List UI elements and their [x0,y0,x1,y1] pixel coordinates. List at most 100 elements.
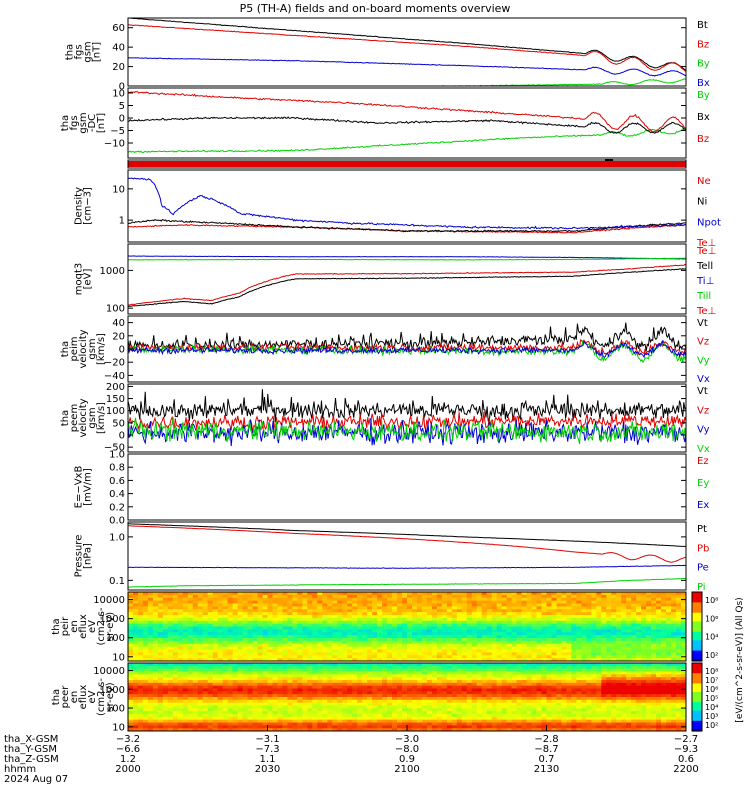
y-tick-label: 0.6 [109,476,125,487]
y-axis-label: [eV] [83,269,94,290]
panel-frame [127,17,687,87]
y-axis-label: peer [60,685,71,709]
series-Bz [128,24,686,72]
series-Bz [128,91,686,133]
x-tick-label: −3.2 [116,734,140,745]
y-tick-label: 10 [112,89,125,100]
colorbar-tick-label: 10² [705,721,718,730]
panel-temperature: 1000 100 moqt3[eV] Te⊥ Tell Ti⊥ Till Te⊥ [74,243,716,317]
y-axis-label: velocity [78,398,89,437]
legend-Till: Till [696,291,711,302]
y-tick-label: 10 [112,184,125,195]
spectrogram-image [128,663,686,731]
legend-Npot: Npot [697,217,721,228]
y-tick-label: 0 [119,431,125,442]
y-axis-label: [mV/m] [83,468,94,506]
y-axis-label: tha [65,44,76,60]
series-Te⊥ [128,263,686,306]
legend-Vy: Vy [697,355,710,366]
y-axis-label: peim [69,336,80,361]
y-tick-label: 0 [119,114,125,125]
legend-Vx: Vx [697,444,710,455]
spectrogram-image [128,592,686,661]
x-tick-label: 2200 [673,764,698,775]
y-axis-label: eflux [78,614,89,639]
y-tick-label: 150 [106,394,125,405]
legend-Bz: Bz [697,134,709,145]
y-axis-label: E=−VxB [74,466,85,509]
y-axis-label: gsm [87,407,98,428]
series-By [320,78,686,86]
legend-Ne: Ne [697,176,711,187]
y-tick-label: −40 [104,371,125,382]
y-tick-label: 200 [106,382,125,393]
y-axis-label: peir [60,616,71,636]
mode-bar [128,161,686,167]
y-tick-label: 0.2 [109,502,125,513]
y-axis-label: gsm [87,338,98,359]
y-tick-label: 1.0 [109,450,125,461]
y-tick-label: 60 [112,23,125,34]
panel-density: 10 1 Density[cm−3] Ne Ni Npot Te⊥ [74,169,721,249]
legend-Pe: Pe [697,563,709,574]
legend-Bt: Bt [697,20,708,31]
legend-Tell: Tell [696,261,713,272]
legend-Te⊥: Te⊥ [696,246,716,257]
y-tick-label: 40 [112,318,125,329]
x-tick-label: 2130 [534,764,559,775]
legend-Ey: Ey [697,478,709,489]
legend-Ni: Ni [697,197,707,208]
legend-Vt: Vt [697,318,708,329]
panel-frame [127,169,687,243]
y-tick-label: 100 [106,633,125,644]
y-tick-label: −5 [110,126,125,137]
series-Tell [128,268,686,307]
series-Pb [128,525,686,563]
legend-Vt: Vt [697,386,708,397]
y-tick-label: 1 [119,216,125,227]
series-Npot [128,177,686,230]
legend-Vx: Vx [697,374,710,385]
colorbar-tick-label: 10⁸ [705,596,718,605]
y-axis-label: fgs [74,44,85,59]
panel-peir_en_eflux: 10000 1000 100 10 thapeirenefluxeV(cm2-s-sr-… [51,591,687,663]
x-tick-label: 1.1 [260,754,276,765]
legend-Pt: Pt [697,524,707,535]
colorbar-tick-label: 10⁷ [705,676,718,685]
x-row-label: tha_Y-GSM [4,744,57,755]
x-tick-label: −3.1 [255,734,279,745]
colorbar-tick-label: 10² [705,651,718,660]
y-tick-label: 0.0 [109,516,125,527]
legend-Vz: Vz [697,337,709,348]
y-tick-label: 0.8 [109,463,125,474]
y-tick-label: 0.1 [109,576,125,587]
series-Bt [128,18,686,71]
y-tick-label: −50 [104,443,125,454]
y-tick-label: 50 [112,418,125,429]
x-tick-label: 2100 [394,764,419,775]
y-axis-label: eflux [78,685,89,710]
y-tick-label: −10 [104,139,125,150]
series-By [128,127,686,154]
y-axis-label: sr-eV) [105,612,116,641]
panel-frame [127,521,687,591]
x-tick-label: 1.2 [120,754,136,765]
colorbar-tick-label: 10⁶ [705,685,718,694]
y-axis-label: tha [60,115,71,131]
x-tick-label: −8.7 [534,744,558,755]
legend-Bx: Bx [697,78,710,89]
x-tick-label: −7.3 [255,744,279,755]
x-tick-label: −2.7 [674,734,698,745]
legend-By: By [697,59,710,70]
y-tick-label: 1.0 [109,532,125,543]
y-axis-label: tha [51,689,62,705]
legend-Ti⊥: Ti⊥ [696,276,714,287]
y-axis-label: en [69,691,80,704]
y-axis-label: eV [87,620,98,633]
y-tick-label: 10 [112,722,125,733]
